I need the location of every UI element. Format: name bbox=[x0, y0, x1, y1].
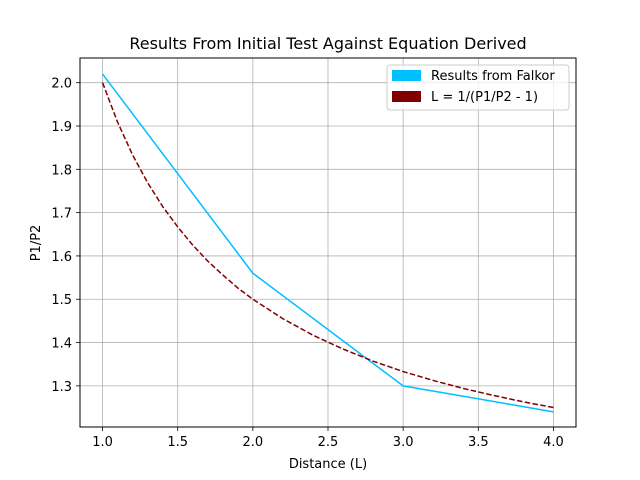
y-tick-label: 1.8 bbox=[51, 163, 72, 178]
y-tick-label: 1.3 bbox=[51, 380, 72, 395]
y-tick-label: 1.6 bbox=[51, 250, 72, 265]
x-tick-label: 1.5 bbox=[167, 435, 188, 450]
x-axis-label: Distance (L) bbox=[289, 457, 367, 472]
y-axis-ticks: 1.3 1.4 1.5 1.6 1.7 1.8 1.9 2.0 bbox=[51, 77, 80, 395]
legend-label-equation: L = 1/(P1/P2 - 1) bbox=[431, 90, 538, 105]
x-tick-label: 3.0 bbox=[393, 435, 414, 450]
x-tick-label: 3.5 bbox=[468, 435, 489, 450]
x-tick-label: 2.0 bbox=[243, 435, 264, 450]
y-tick-label: 1.4 bbox=[51, 337, 72, 352]
y-axis-label: P1/P2 bbox=[29, 225, 44, 262]
legend-label-falkor: Results from Falkor bbox=[431, 69, 555, 84]
grid bbox=[80, 58, 576, 427]
x-tick-label: 4.0 bbox=[543, 435, 564, 450]
y-tick-label: 1.9 bbox=[51, 120, 72, 135]
y-tick-label: 1.7 bbox=[51, 207, 72, 222]
legend-swatch-falkor bbox=[392, 70, 421, 81]
x-tick-label: 2.5 bbox=[318, 435, 339, 450]
series-line-equation bbox=[101, 82, 554, 409]
series-line-falkor bbox=[101, 73, 554, 413]
chart-title: Results From Initial Test Against Equati… bbox=[129, 34, 526, 53]
legend: Results from Falkor L = 1/(P1/P2 - 1) bbox=[386, 64, 570, 111]
series-layer bbox=[101, 73, 554, 413]
x-tick-label: 1.0 bbox=[92, 435, 113, 450]
y-tick-label: 1.5 bbox=[51, 293, 72, 308]
legend-swatch-equation bbox=[392, 91, 421, 102]
y-tick-label: 2.0 bbox=[51, 77, 72, 92]
x-axis-ticks: 1.0 1.5 2.0 2.5 3.0 3.5 4.0 bbox=[92, 427, 564, 450]
legend-box bbox=[386, 64, 570, 111]
